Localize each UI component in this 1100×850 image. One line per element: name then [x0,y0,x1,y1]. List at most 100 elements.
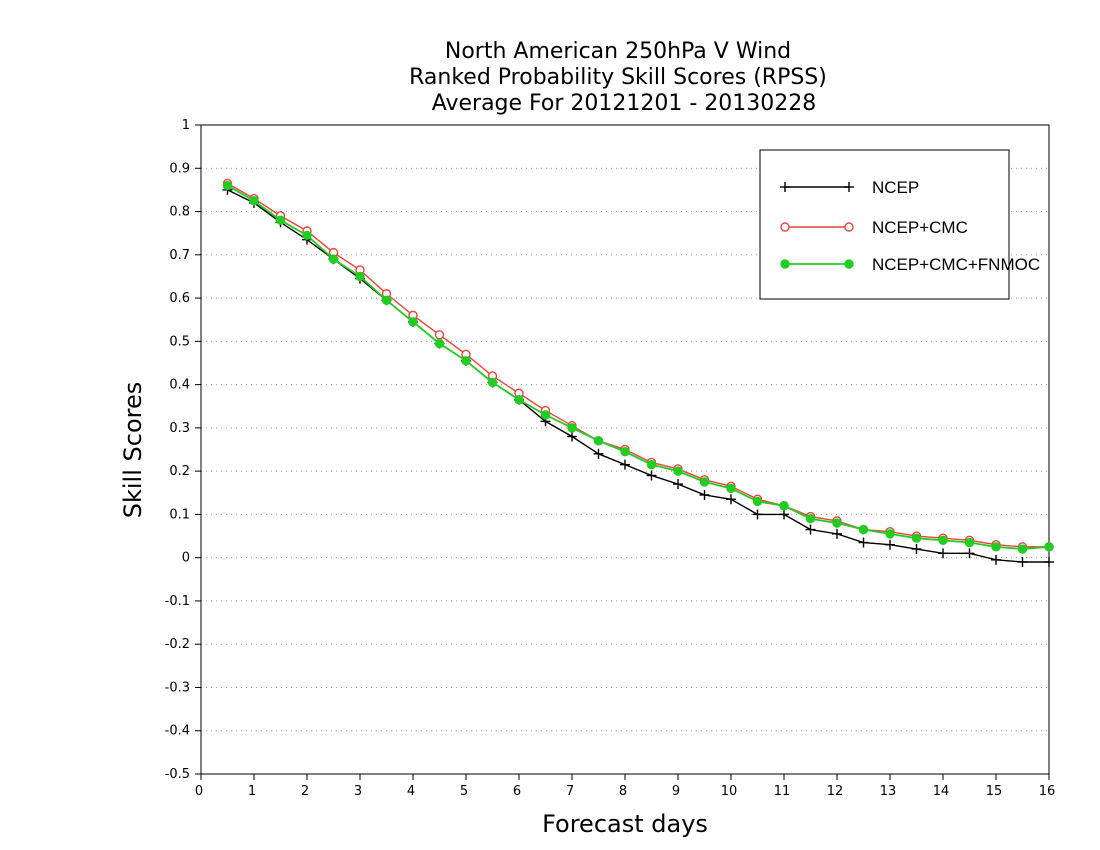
data-point [885,529,895,539]
y-tick-label: -0.5 [165,767,190,782]
legend-label: NCEP+CMC+FNMOC [872,255,1040,274]
x-tick-label: 15 [986,784,1003,799]
legend-marker [844,259,854,269]
data-point [328,254,339,264]
title-line-1: North American 250hPa V Wind [445,39,791,64]
legend-item: NCEP+CMC [780,218,968,237]
data-point [699,477,710,487]
data-point [858,524,869,535]
y-tick-label: -0.4 [165,724,190,739]
x-tick-label: 12 [827,784,844,799]
data-point [1044,556,1054,567]
data-point [858,537,869,548]
data-point [805,524,816,535]
data-point [726,494,736,505]
data-point [964,548,975,559]
data-point [964,537,975,548]
data-point [540,410,551,420]
data-point [726,483,736,494]
data-point [938,535,948,546]
data-point [275,215,286,225]
y-tick-label: 0.4 [169,378,190,393]
data-point [1044,542,1054,552]
data-point [805,514,816,524]
y-tick-label: 0.1 [169,507,190,522]
x-tick-label: 0 [195,784,203,799]
data-point [991,554,1001,565]
data-point [911,544,922,555]
x-tick-label: 7 [566,784,574,799]
data-point [1017,556,1028,567]
y-tick-label: -0.1 [165,594,190,609]
legend-item: NCEP [780,178,919,197]
x-tick-label: 4 [407,784,415,799]
x-tick-label: 13 [880,784,897,799]
data-point [355,271,365,282]
series-layer [222,178,1054,567]
y-tick-label: 0.3 [169,421,190,436]
legend-items: NCEP NCEP+CMC NCEP+CMC+FNMOC [780,178,1040,274]
data-point [567,423,577,433]
data-point [487,377,498,388]
data-point [514,395,524,405]
y-tick-label: 0.8 [169,205,190,220]
data-point [911,533,922,543]
x-tick-label: 5 [460,784,468,799]
data-point [302,230,312,241]
y-tick-label: 0.2 [169,464,190,479]
data-point [699,489,710,500]
legend-marker [780,259,790,269]
x-tick-label: 11 [774,784,791,799]
title-line-2: Ranked Probability Skill Scores (RPSS) [409,65,827,90]
data-point [673,466,683,476]
data-point [991,542,1001,552]
data-point [222,180,233,191]
data-point [620,446,630,457]
x-tick-label: 10 [721,784,738,799]
legend-marker [780,182,790,192]
series-line [227,189,1049,563]
x-tick-label: 8 [619,784,627,799]
legend-marker [844,182,854,192]
data-point [434,338,445,349]
x-tick-label: 3 [354,784,362,799]
data-point [779,509,789,520]
data-point [461,356,471,366]
title-line-3: Average For 20121201 - 20130228 [432,91,817,116]
x-tick-label: 16 [1039,784,1056,799]
data-point [646,470,657,481]
data-point [1017,544,1028,554]
data-point [752,509,763,520]
axis-ticks: -0.5 -0.4 -0.3 -0.2 -0.1 0 0.1 0.2 0.3 0.4 0.5 0.6 0… [165,118,1056,799]
data-point [832,518,842,528]
data-point [752,496,763,507]
data-point [779,501,789,511]
chart-title: North American 250hPa V Wind Ranked Prob… [409,39,827,116]
legend-label: NCEP+CMC [872,218,968,237]
x-tick-label: 9 [672,784,680,799]
data-point [938,548,948,559]
legend: NCEP NCEP+CMC NCEP+CMC+FNMOC [759,149,1040,300]
legend-marker [780,222,790,232]
data-point [408,317,418,327]
data-point [434,330,445,340]
series-2 [222,180,1054,554]
y-tick-label: 1 [182,118,190,133]
y-tick-label: 0 [182,551,190,566]
data-point [249,196,259,206]
data-point [620,459,630,470]
data-point [673,479,683,490]
legend-item: NCEP+CMC+FNMOC [780,255,1040,274]
x-tick-label: 6 [513,784,521,799]
legend-box [759,149,1010,300]
y-tick-label: 0.7 [169,248,190,263]
legend-label: NCEP [872,178,919,197]
y-tick-label: -0.2 [165,637,190,652]
data-point [646,459,657,470]
data-point [567,431,577,442]
data-point [832,528,842,539]
data-point [593,448,604,459]
legend-marker [844,222,854,232]
y-tick-label: 0.9 [169,161,190,176]
